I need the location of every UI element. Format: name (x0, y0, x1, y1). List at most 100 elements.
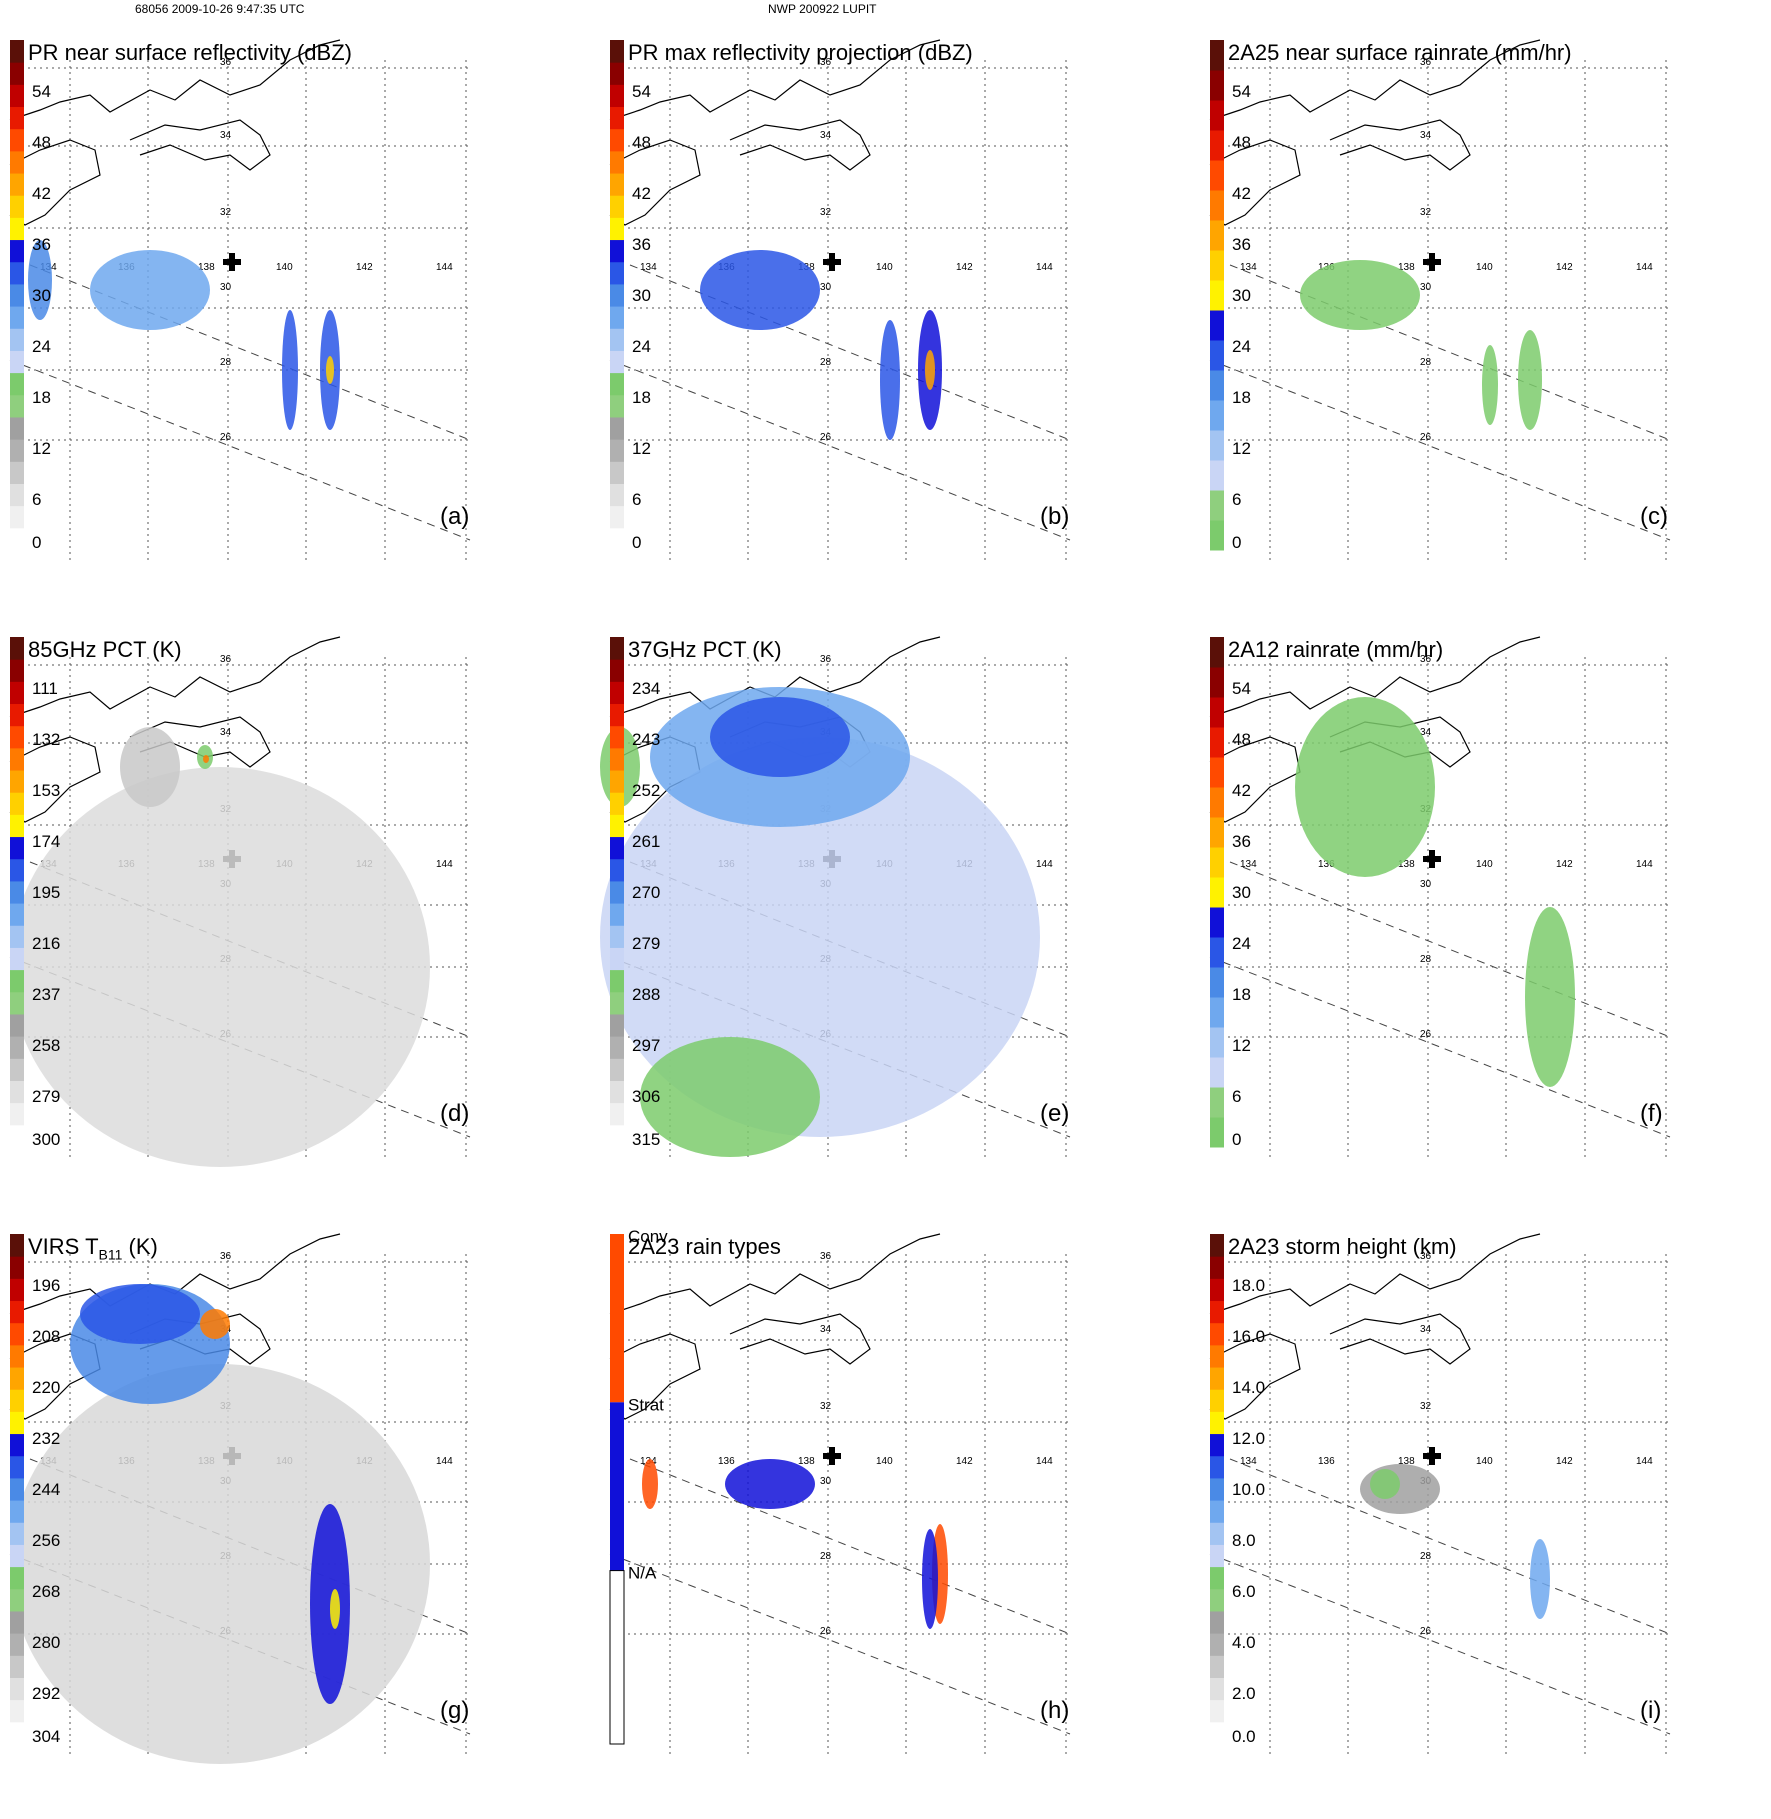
colorbar: N/A Strat Conv (609, 1227, 668, 1745)
panel-label: (i) (1640, 1697, 1662, 1724)
colorbar-na (609, 1570, 625, 1745)
map-svg: 134136138140142144363432302826 (9, 1233, 471, 1764)
colorbar-step-2 (610, 1080, 624, 1104)
colorbar-step-13 (1210, 1433, 1224, 1457)
colorbar-step-21 (610, 659, 624, 682)
colorbar-tick-0: 0 (32, 533, 41, 552)
field-blob-2 (1482, 345, 1498, 425)
colorbar-step-1 (1210, 490, 1224, 521)
lat-label-26: 26 (1420, 1626, 1432, 1637)
colorbar-tick-7: 42 (32, 184, 51, 203)
colorbar-step-5 (1210, 1610, 1224, 1634)
field-blob-0 (10, 767, 430, 1167)
colorbar-tick-9: 18.0 (1232, 1276, 1265, 1295)
colorbar-tick-0: 0 (632, 533, 641, 552)
lon-label-144: 144 (436, 262, 453, 273)
data-field (700, 250, 942, 440)
colorbar-step-13 (610, 836, 624, 860)
field-blob-1 (120, 727, 180, 807)
colorbar-step-16 (10, 173, 24, 196)
colorbar-tick-8: 132 (32, 730, 60, 749)
lon-label-140: 140 (1476, 1456, 1493, 1467)
colorbar-step-6 (10, 1588, 24, 1612)
colorbar-tick-1: 306 (632, 1087, 660, 1106)
colorbar-step-7 (10, 372, 24, 396)
storm-center-marker (1423, 253, 1441, 271)
title-suffix: (K) (122, 1234, 158, 1259)
colorbar-tick-2: 12 (1232, 439, 1251, 458)
lon-label-144: 144 (1036, 262, 1053, 273)
lon-label-138: 138 (798, 1456, 815, 1467)
colorbar-step-2 (1210, 1057, 1224, 1088)
colorbar-step-18 (1210, 1322, 1224, 1346)
colorbar-step-11 (1210, 190, 1224, 221)
colorbar-step-4 (610, 439, 624, 462)
colorbar-step-6 (610, 394, 624, 418)
lon-label-140: 140 (276, 262, 293, 273)
colorbar-step-19 (10, 1300, 24, 1324)
panel-d: 13413613814014214436343230282685GHz PCT … (0, 636, 590, 1222)
colorbar-step-21 (10, 659, 24, 682)
colorbar-step-15 (1210, 667, 1224, 698)
lon-label-144: 144 (1636, 262, 1653, 273)
colorbar-tick-Conv: Conv (628, 1227, 668, 1246)
colorbar-tick-6: 36 (632, 235, 651, 254)
colorbar-tick-5: 244 (32, 1480, 60, 1499)
lon-label-144: 144 (1636, 1456, 1653, 1467)
colorbar-tick-N/A: N/A (628, 1564, 657, 1583)
lat-label-28: 28 (820, 1551, 832, 1562)
colorbar-tick-4: 256 (32, 1531, 60, 1550)
colorbar-tick-4: 216 (32, 934, 60, 953)
colorbar-tick-1: 292 (32, 1684, 60, 1703)
colorbar-tick-3: 6.0 (1232, 1582, 1256, 1601)
swath-edge-bottom (609, 359, 1071, 541)
colorbar-step-1 (10, 505, 24, 529)
colorbar-tick-7: 220 (32, 1378, 60, 1397)
lat-label-34: 34 (1420, 130, 1432, 141)
colorbar-step-18 (10, 1322, 24, 1346)
colorbar-step-10 (1210, 1500, 1224, 1523)
colorbar-tick-5: 30 (32, 286, 51, 305)
colorbar-step-13 (10, 239, 24, 263)
lat-label-30: 30 (1420, 282, 1432, 293)
colorbar-step-7 (10, 1566, 24, 1590)
colorbar-tick-6: 232 (32, 1429, 60, 1448)
lat-label-34: 34 (820, 1324, 832, 1335)
data-field (600, 687, 1040, 1157)
colorbar-step-16 (1210, 637, 1224, 668)
colorbar-tick-1: 6 (1232, 1087, 1241, 1106)
colorbar-tick-6: 174 (32, 832, 60, 851)
header-left: 68056 2009-10-26 9:47:35 UTC (135, 2, 305, 16)
swath-edge-bottom (609, 956, 1071, 1138)
panel-i: 1341361381401421443634323028262A23 storm… (1200, 1233, 1771, 1819)
colorbar-tick-1: 279 (32, 1087, 60, 1106)
field-blob-0 (600, 737, 1040, 1137)
lon-label-138: 138 (1398, 859, 1415, 870)
data-field (1295, 697, 1575, 1087)
colorbar-step-3 (610, 1058, 624, 1081)
field-blob-3 (640, 1037, 820, 1157)
colorbar-step-11 (610, 880, 624, 904)
lon-label-140: 140 (1476, 859, 1493, 870)
lon-label-144: 144 (436, 1456, 453, 1467)
colorbar-step-5 (1210, 967, 1224, 998)
colorbar-step-20 (610, 84, 624, 108)
swath-edge-top (1229, 1458, 1671, 1635)
colorbar-tick-9: 196 (32, 1276, 60, 1295)
colorbar-tick-2: 258 (32, 1036, 60, 1055)
colorbar-step-9 (10, 925, 24, 948)
colorbar-step-6 (10, 991, 24, 1015)
colorbar-tick-5: 195 (32, 883, 60, 902)
colorbar-step-15 (610, 792, 624, 815)
field-blob-5 (330, 1589, 340, 1629)
field-blob-3 (880, 320, 900, 440)
lon-label-142: 142 (1556, 262, 1573, 273)
colorbar-step-2 (1210, 460, 1224, 491)
colorbar-step-13 (610, 239, 624, 263)
colorbar-tick-0: 0 (1232, 533, 1241, 552)
colorbar-step-18 (610, 725, 624, 749)
colorbar-strat (610, 1402, 624, 1571)
colorbar-step-5 (10, 1013, 24, 1037)
lat-label-36: 36 (220, 1251, 232, 1262)
colorbar-tick-3: 18 (1232, 985, 1251, 1004)
